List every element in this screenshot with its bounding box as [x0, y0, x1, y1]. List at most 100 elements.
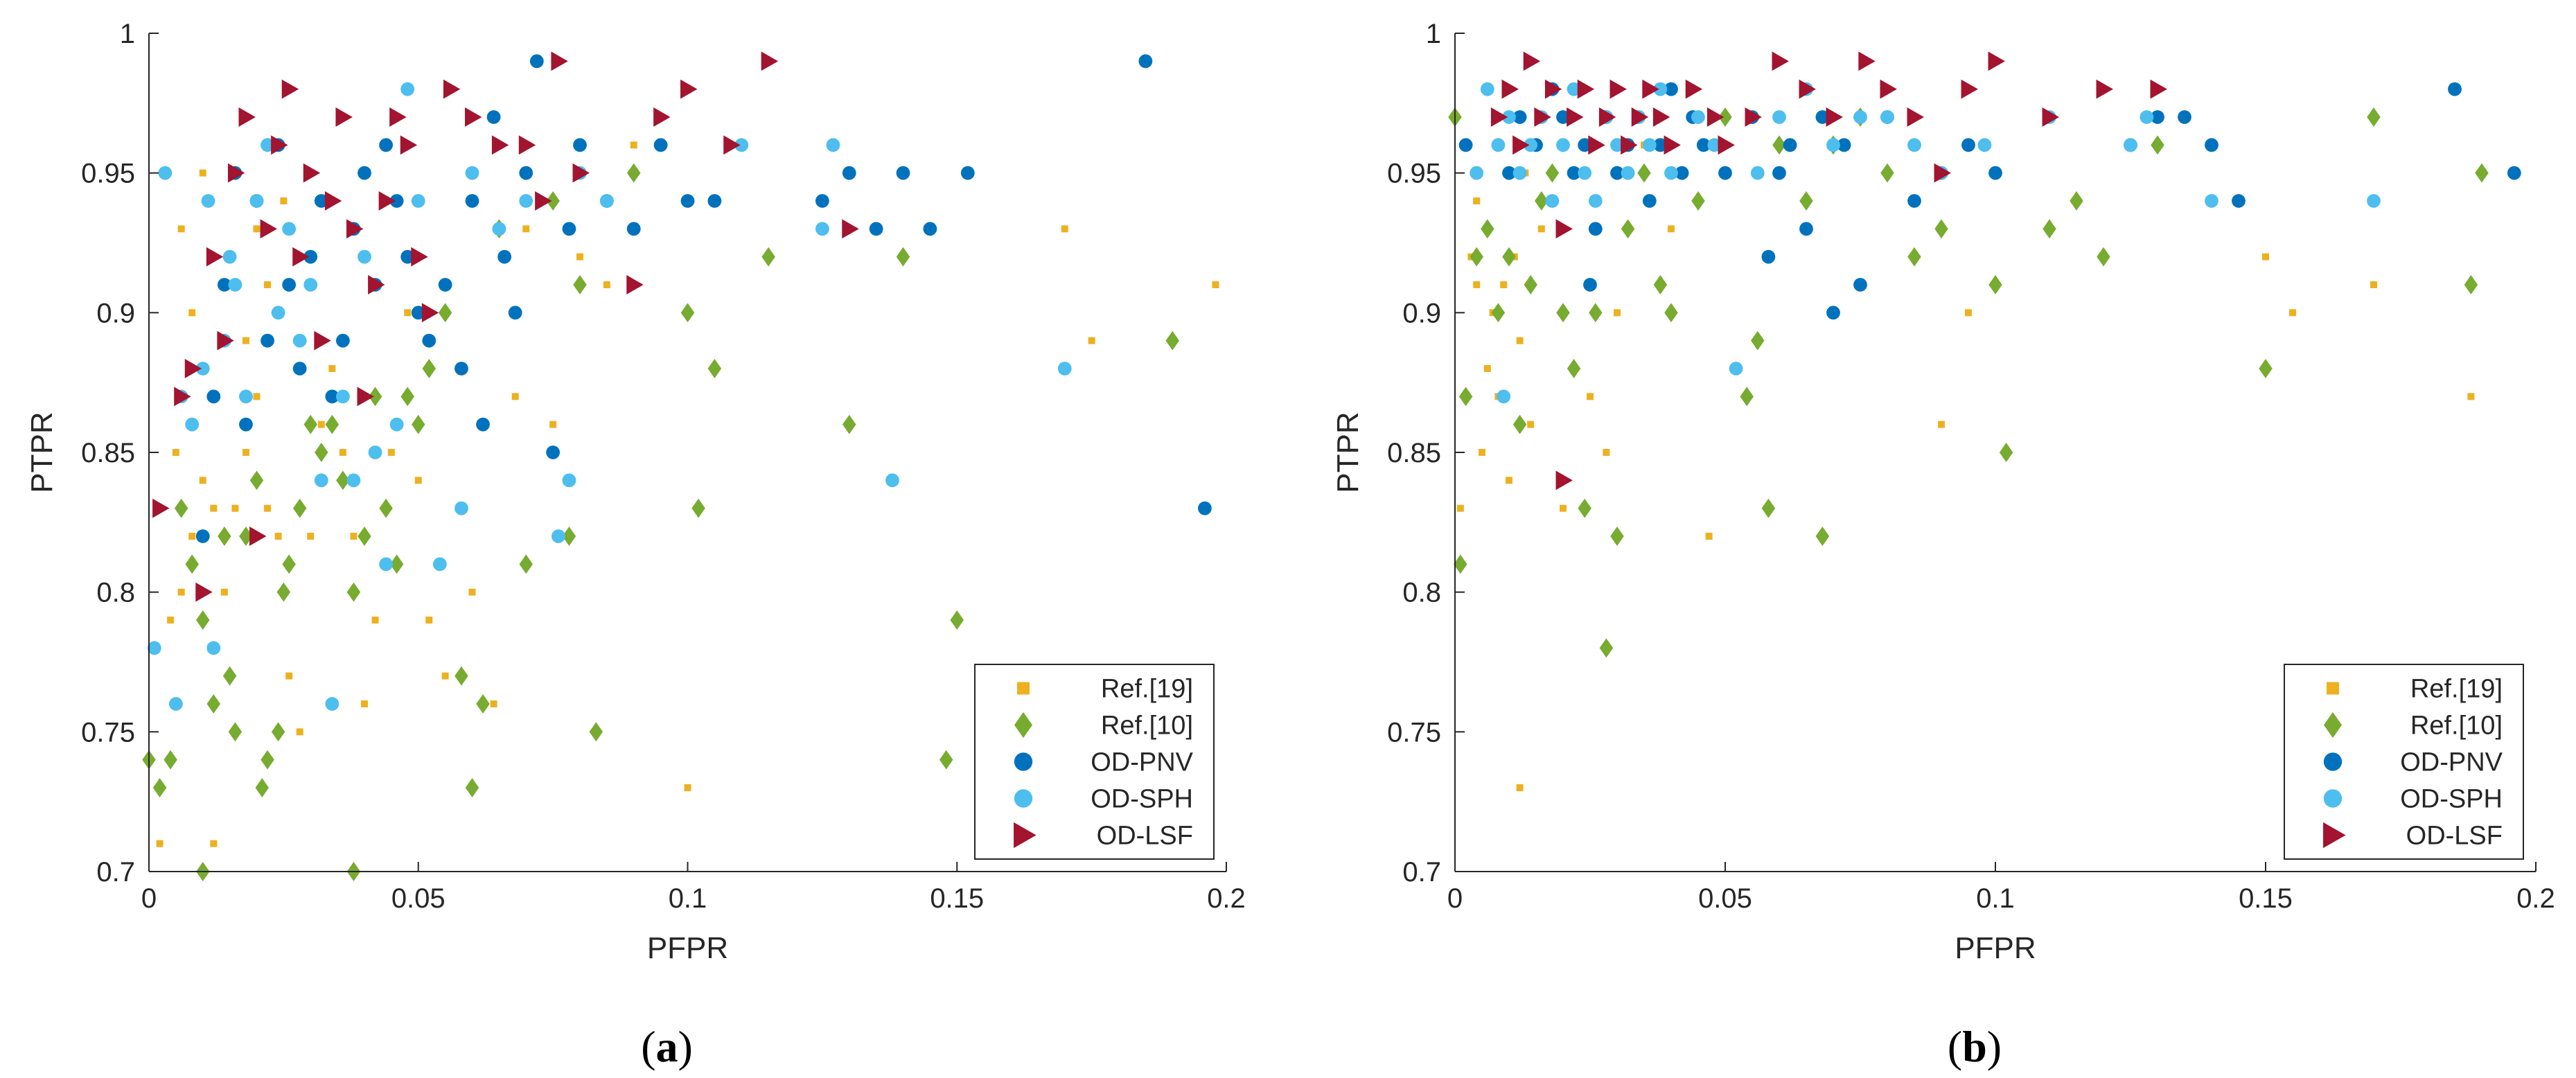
data-point — [1664, 303, 1678, 323]
data-point — [2289, 309, 2296, 317]
data-point — [1621, 219, 1635, 239]
data-point — [177, 588, 185, 596]
legend: Ref.[19] Ref.[10] OD-PNV OD-SPH OD-LSF — [974, 664, 1215, 860]
data-point — [1961, 138, 1975, 152]
data-point — [325, 389, 339, 404]
data-point — [2124, 138, 2137, 152]
data-point — [885, 473, 899, 488]
data-point — [2096, 79, 2113, 99]
data-point — [239, 527, 253, 546]
data-point — [1588, 135, 1605, 155]
data-point — [1598, 107, 1616, 127]
data-point — [562, 473, 576, 488]
data-point — [2151, 110, 2164, 124]
data-point — [1544, 79, 1562, 99]
data-point — [1977, 138, 1992, 152]
data-point — [562, 527, 576, 546]
data-point — [185, 554, 199, 574]
data-point — [238, 107, 256, 127]
data-point — [1988, 166, 2002, 180]
data-point — [184, 359, 202, 378]
caption-close-paren: ) — [678, 1022, 693, 1071]
data-point — [1707, 138, 1722, 152]
data-point — [1653, 82, 1668, 96]
data-point — [1138, 54, 1153, 69]
data-point — [188, 309, 196, 317]
data-point — [1718, 135, 1735, 155]
data-point — [274, 533, 282, 540]
y-tick-label: 0.85 — [81, 438, 135, 468]
data-point — [358, 166, 371, 180]
caption-open-paren: ( — [641, 1022, 655, 1071]
data-point — [491, 135, 509, 155]
data-point — [1907, 138, 1921, 152]
data-point — [1740, 387, 1754, 407]
data-point — [1988, 275, 2002, 294]
data-point — [1751, 330, 1765, 351]
legend-label: OD-SPH — [1091, 785, 1193, 814]
data-point — [1837, 138, 1851, 152]
data-point — [1826, 306, 1840, 320]
x-tick-label: 0 — [1447, 883, 1463, 914]
data-point — [174, 387, 191, 407]
data-point — [1458, 387, 1473, 407]
data-point — [222, 249, 237, 264]
data-point — [378, 191, 396, 211]
data-point — [1880, 79, 1897, 99]
data-point — [400, 249, 415, 264]
data-point — [315, 443, 328, 462]
caption-letter: a — [656, 1022, 678, 1071]
data-point — [1934, 163, 1951, 183]
legend-label: OD-PNV — [1091, 748, 1193, 777]
data-point — [476, 694, 490, 714]
data-point — [2262, 253, 2269, 260]
data-point — [1621, 166, 1635, 180]
data-point — [960, 166, 975, 180]
data-point — [400, 387, 414, 407]
data-point — [1642, 79, 1659, 99]
data-point — [1470, 247, 1483, 267]
data-point — [303, 249, 318, 264]
data-point — [492, 222, 506, 236]
data-point — [1556, 138, 1570, 152]
data-point — [379, 557, 393, 572]
data-point — [1745, 107, 1762, 127]
data-point — [1588, 222, 1603, 236]
data-point — [264, 504, 272, 512]
data-point — [1454, 554, 1467, 574]
data-point — [2070, 191, 2083, 211]
data-point — [199, 477, 206, 484]
data-point — [271, 306, 285, 320]
panel-b: 0 0.05 0.1 0.15 0.2 0.7 0.75 0.8 0.85 0.9 0.95 1 PFP… — [1331, 19, 2555, 1071]
data-point — [723, 135, 741, 155]
data-point — [497, 249, 512, 264]
data-point — [1502, 166, 1516, 180]
data-point — [260, 219, 277, 239]
data-point — [1061, 225, 1068, 233]
data-point — [1729, 362, 1743, 375]
data-point — [1165, 330, 1180, 351]
data-point — [1761, 498, 1776, 518]
legend-label: Ref.[19] — [2410, 675, 2503, 704]
data-point — [1826, 138, 1840, 152]
series-ref-10 — [142, 163, 1180, 881]
data-point — [1545, 194, 1560, 208]
data-point — [282, 278, 297, 292]
data-point — [206, 694, 221, 714]
data-point — [1664, 82, 1678, 96]
data-point — [357, 387, 374, 407]
y-tick-label: 0.8 — [1402, 578, 1441, 608]
y-tick-label: 0.75 — [1387, 717, 1441, 748]
data-point — [280, 197, 288, 204]
data-point — [1642, 138, 1657, 152]
data-point — [1578, 166, 1592, 180]
data-point — [1652, 107, 1670, 127]
legend-marker — [1014, 822, 1036, 849]
data-point — [546, 191, 560, 211]
data-point — [761, 247, 775, 267]
data-point — [222, 666, 237, 686]
data-point — [325, 697, 339, 711]
data-point — [285, 672, 293, 680]
data-point — [1718, 166, 1732, 180]
data-point — [201, 194, 215, 208]
